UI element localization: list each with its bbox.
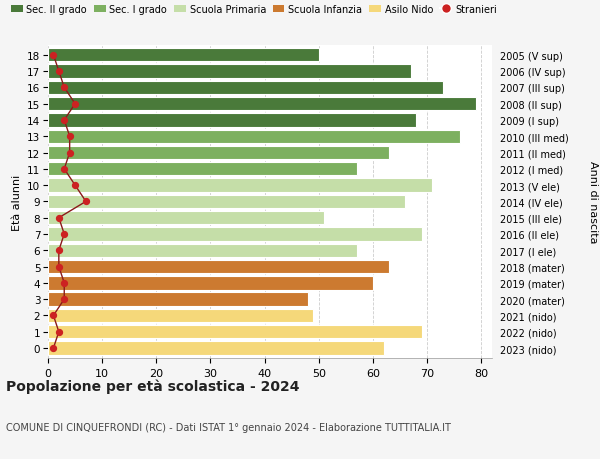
Point xyxy=(49,312,58,319)
Bar xyxy=(48,114,416,127)
Text: COMUNE DI CINQUEFRONDI (RC) - Dati ISTAT 1° gennaio 2024 - Elaborazione TUTTITAL: COMUNE DI CINQUEFRONDI (RC) - Dati ISTAT… xyxy=(6,422,451,432)
Bar xyxy=(48,228,422,241)
Bar xyxy=(48,260,389,274)
Point xyxy=(59,84,69,92)
Bar xyxy=(48,98,476,111)
Bar xyxy=(48,277,373,290)
Point xyxy=(54,68,64,76)
Y-axis label: Età alunni: Età alunni xyxy=(11,174,22,230)
Point xyxy=(65,133,74,140)
Point xyxy=(59,296,69,303)
Point xyxy=(59,166,69,173)
Point xyxy=(54,328,64,336)
Bar xyxy=(48,309,313,322)
Point xyxy=(81,198,91,206)
Point xyxy=(70,101,80,108)
Point xyxy=(54,214,64,222)
Point xyxy=(65,150,74,157)
Point xyxy=(54,247,64,254)
Point xyxy=(49,52,58,59)
Bar xyxy=(48,82,443,95)
Y-axis label: Anni di nascita: Anni di nascita xyxy=(588,161,598,243)
Bar xyxy=(48,49,319,62)
Point xyxy=(54,263,64,271)
Bar xyxy=(48,130,460,144)
Bar xyxy=(48,179,433,192)
Bar xyxy=(48,163,356,176)
Bar xyxy=(48,244,356,257)
Point xyxy=(59,231,69,238)
Bar xyxy=(48,65,411,78)
Bar xyxy=(48,195,406,209)
Point xyxy=(59,280,69,287)
Bar xyxy=(48,146,389,160)
Bar xyxy=(48,341,384,355)
Bar xyxy=(48,212,324,225)
Point xyxy=(59,117,69,124)
Bar xyxy=(48,293,308,306)
Legend: Sec. II grado, Sec. I grado, Scuola Primaria, Scuola Infanzia, Asilo Nido, Stran: Sec. II grado, Sec. I grado, Scuola Prim… xyxy=(11,5,497,15)
Point xyxy=(70,182,80,190)
Point xyxy=(49,345,58,352)
Bar xyxy=(48,325,422,339)
Text: Popolazione per età scolastica - 2024: Popolazione per età scolastica - 2024 xyxy=(6,379,299,393)
